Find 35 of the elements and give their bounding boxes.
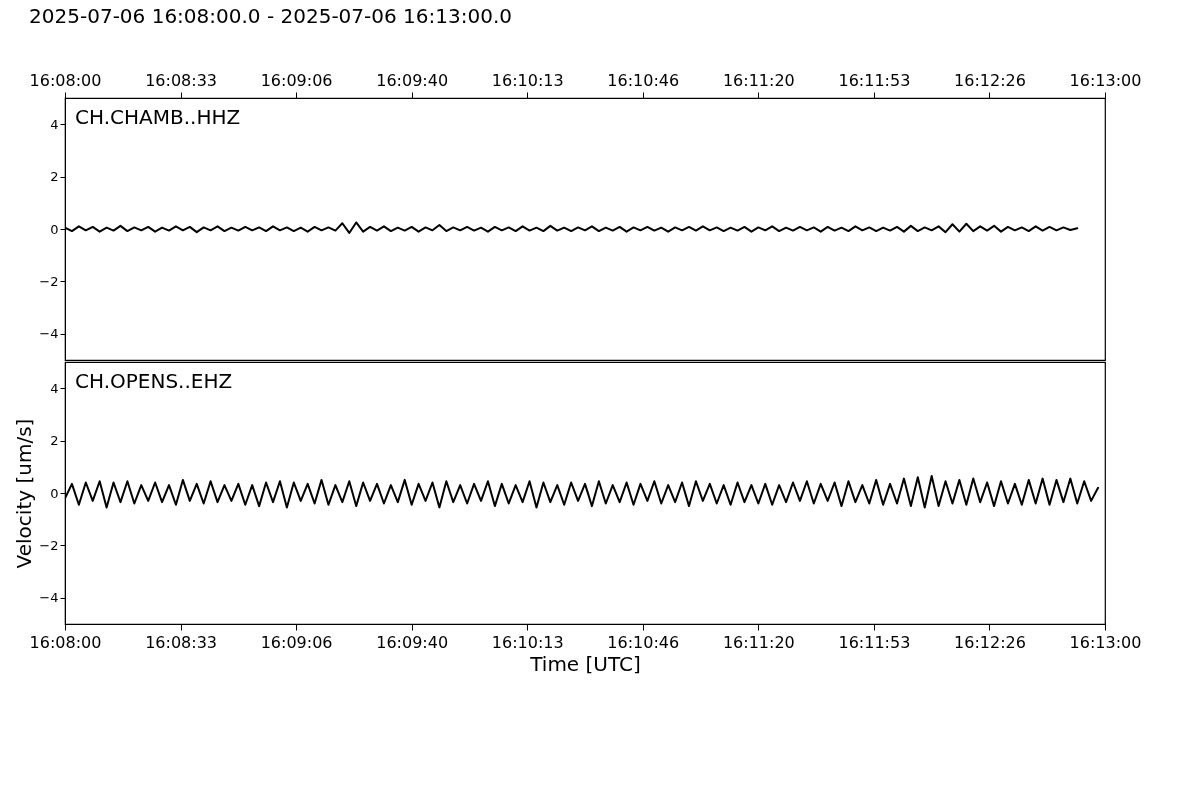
chart-title: 2025-07-06 16:08:00.0 - 2025-07-06 16:13:00.0 [29, 4, 512, 28]
x-tick-label: 16:09:40 [376, 632, 449, 652]
y-tick-label: 0 [50, 485, 59, 501]
x2-tick-label: 16:10:13 [491, 70, 564, 90]
text: CH.CHAMB..HHZ [75, 105, 241, 129]
y-axis-title: Velocity [um/s] [12, 418, 37, 569]
x-tick-label: 16:11:20 [722, 632, 795, 652]
text: CH.OPENS..EHZ [75, 369, 233, 393]
x2-tick-label: 16:12:26 [954, 70, 1026, 90]
y-tick-label: 2 [50, 433, 59, 449]
x2-tick-label: 16:08:00 [29, 70, 102, 90]
y-tick-label: 0 [50, 221, 59, 237]
x2-tick-label: 16:09:40 [376, 70, 449, 90]
y-tick-label: −4 [39, 590, 59, 606]
x2-tick-label: 16:11:20 [722, 70, 795, 90]
x-tick-label: 16:08:00 [29, 632, 102, 652]
x2-tick-label: 16:13:00 [1069, 70, 1142, 90]
y-tick-label: −4 [39, 326, 59, 342]
x2-tick-label: 16:10:46 [607, 70, 680, 90]
x2-tick-label: 16:09:06 [260, 70, 333, 90]
y-tick-label: 4 [50, 380, 59, 396]
y-tick-label: −2 [39, 273, 59, 289]
x-tick-label: 16:08:33 [145, 632, 217, 652]
x-tick-label: 16:10:46 [607, 632, 680, 652]
x2-tick-label: 16:08:33 [145, 70, 217, 90]
y-tick-label: 2 [50, 169, 59, 185]
x-axis-title: Time [UTC] [529, 651, 641, 676]
x-tick-label: 16:12:26 [954, 632, 1026, 652]
y-tick-label: −2 [39, 537, 59, 553]
x-tick-label: 16:11:53 [838, 632, 911, 652]
x-tick-label: 16:10:13 [491, 632, 564, 652]
x-tick-label: 16:13:00 [1069, 632, 1142, 652]
x-tick-label: 16:09:06 [260, 632, 333, 652]
y-tick-label: 4 [50, 116, 59, 132]
x2-tick-label: 16:11:53 [838, 70, 911, 90]
